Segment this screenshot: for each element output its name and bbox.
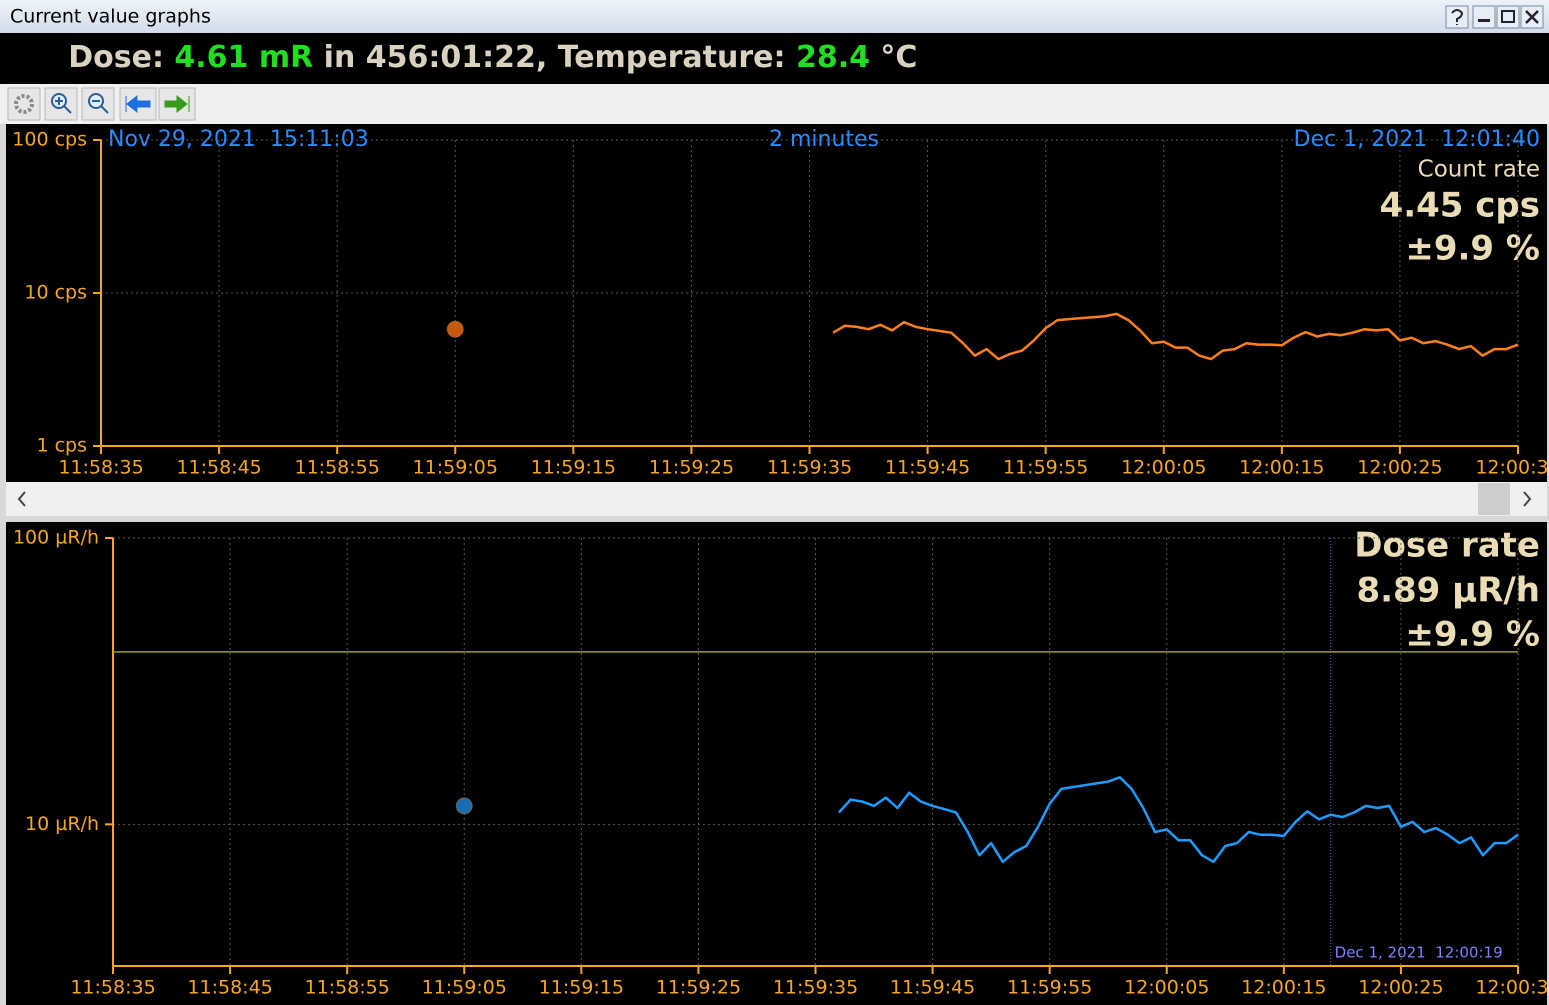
x-tick-label: 11:58:35 xyxy=(58,457,143,479)
x-tick-label: 11:59:45 xyxy=(885,457,970,479)
scroll-right-arrow[interactable] xyxy=(1523,491,1532,507)
minimize-icon xyxy=(1478,19,1490,22)
x-tick-label: 12:00:35 xyxy=(1475,457,1549,479)
x-tick-label: 12:00:15 xyxy=(1241,977,1326,999)
status-line: Dose: 4.61 mR in 456:01:22, Temperature:… xyxy=(16,40,949,75)
minimize-button[interactable] xyxy=(1472,5,1496,29)
window-buttons xyxy=(1445,5,1544,29)
dose-value: 4.61 mR xyxy=(174,40,313,75)
readout-title: Count rate xyxy=(1418,157,1540,183)
x-tick-label: 11:59:15 xyxy=(531,457,616,479)
temperature-value: 28.4 xyxy=(796,40,870,75)
settings-button[interactable] xyxy=(7,87,41,121)
x-tick-label: 11:59:25 xyxy=(656,977,741,999)
maximize-icon xyxy=(1501,10,1515,23)
x-tick-label: 12:00:25 xyxy=(1357,457,1442,479)
close-icon xyxy=(1525,10,1539,24)
help-icon xyxy=(1451,9,1464,25)
x-tick-label: 11:59:15 xyxy=(539,977,624,999)
scroll-left-arrow[interactable] xyxy=(17,491,26,507)
x-tick-label: 12:00:25 xyxy=(1358,977,1443,999)
y-tick-label: 10 µR/h xyxy=(25,813,99,835)
splitter xyxy=(0,516,1549,522)
dose-label: Dose: xyxy=(68,40,174,75)
temperature-unit: °C xyxy=(870,40,917,75)
x-tick-label: 11:58:55 xyxy=(304,977,389,999)
scroll-thumb[interactable] xyxy=(1478,483,1510,515)
header xyxy=(0,33,1549,84)
x-tick-label: 11:58:45 xyxy=(187,977,272,999)
readout-value: 4.45 cps xyxy=(1380,186,1540,226)
x-tick-label: 11:58:35 xyxy=(70,977,155,999)
status-middle: in 456:01:22, Temperature: xyxy=(313,40,796,75)
x-tick-label: 11:58:45 xyxy=(176,457,261,479)
cursor-label: Dec 1, 2021 12:00:19 xyxy=(1335,944,1503,962)
x-tick-label: 11:59:05 xyxy=(413,457,498,479)
series-line xyxy=(837,776,1519,864)
series-line xyxy=(832,312,1519,361)
scroll-start-icon xyxy=(125,94,151,114)
x-tick-label: 12:00:35 xyxy=(1475,977,1549,999)
data-point xyxy=(455,797,473,815)
title-bar xyxy=(0,0,1549,33)
settings-icon xyxy=(14,94,34,114)
y-tick-label: 1 cps xyxy=(36,435,87,457)
data-point xyxy=(446,320,464,338)
scrollbar[interactable] xyxy=(0,482,1549,516)
window-title: Current value graphs xyxy=(10,6,211,28)
x-tick-label: 11:58:55 xyxy=(294,457,379,479)
zoom-in-icon-mark xyxy=(55,97,72,114)
right-border xyxy=(1547,124,1549,1005)
readout-value: 8.89 µR/h xyxy=(1356,571,1540,611)
toolbar xyxy=(0,84,1549,124)
x-tick-label: 12:00:05 xyxy=(1124,977,1209,999)
x-tick-label: 12:00:05 xyxy=(1121,457,1206,479)
zoom-out-icon-mark xyxy=(92,100,109,114)
x-tick-label: 11:59:55 xyxy=(1007,977,1092,999)
x-tick-label: 11:59:05 xyxy=(422,977,507,999)
left-border xyxy=(0,124,6,1005)
x-tick-label: 12:00:15 xyxy=(1239,457,1324,479)
readout-error: ±9.9 % xyxy=(1405,229,1540,269)
readout-title: Dose rate xyxy=(1354,526,1540,566)
x-tick-label: 11:59:35 xyxy=(773,977,858,999)
y-tick-label: 100 µR/h xyxy=(13,527,99,549)
x-tick-label: 11:59:25 xyxy=(649,457,734,479)
count-rate-panel xyxy=(6,124,1547,481)
y-tick-label: 10 cps xyxy=(24,282,87,304)
readout-error: ±9.9 % xyxy=(1405,615,1540,655)
x-tick-label: 11:59:45 xyxy=(890,977,975,999)
x-tick-label: 11:59:55 xyxy=(1003,457,1088,479)
dose-rate-panel xyxy=(6,522,1547,1005)
x-tick-label: 11:59:35 xyxy=(767,457,852,479)
maximize-button[interactable] xyxy=(1496,5,1520,29)
help-button[interactable] xyxy=(1445,5,1469,29)
y-tick-label: 100 cps xyxy=(12,129,87,151)
toolbar-buttons xyxy=(7,87,196,121)
scroll-end-icon xyxy=(164,94,190,114)
